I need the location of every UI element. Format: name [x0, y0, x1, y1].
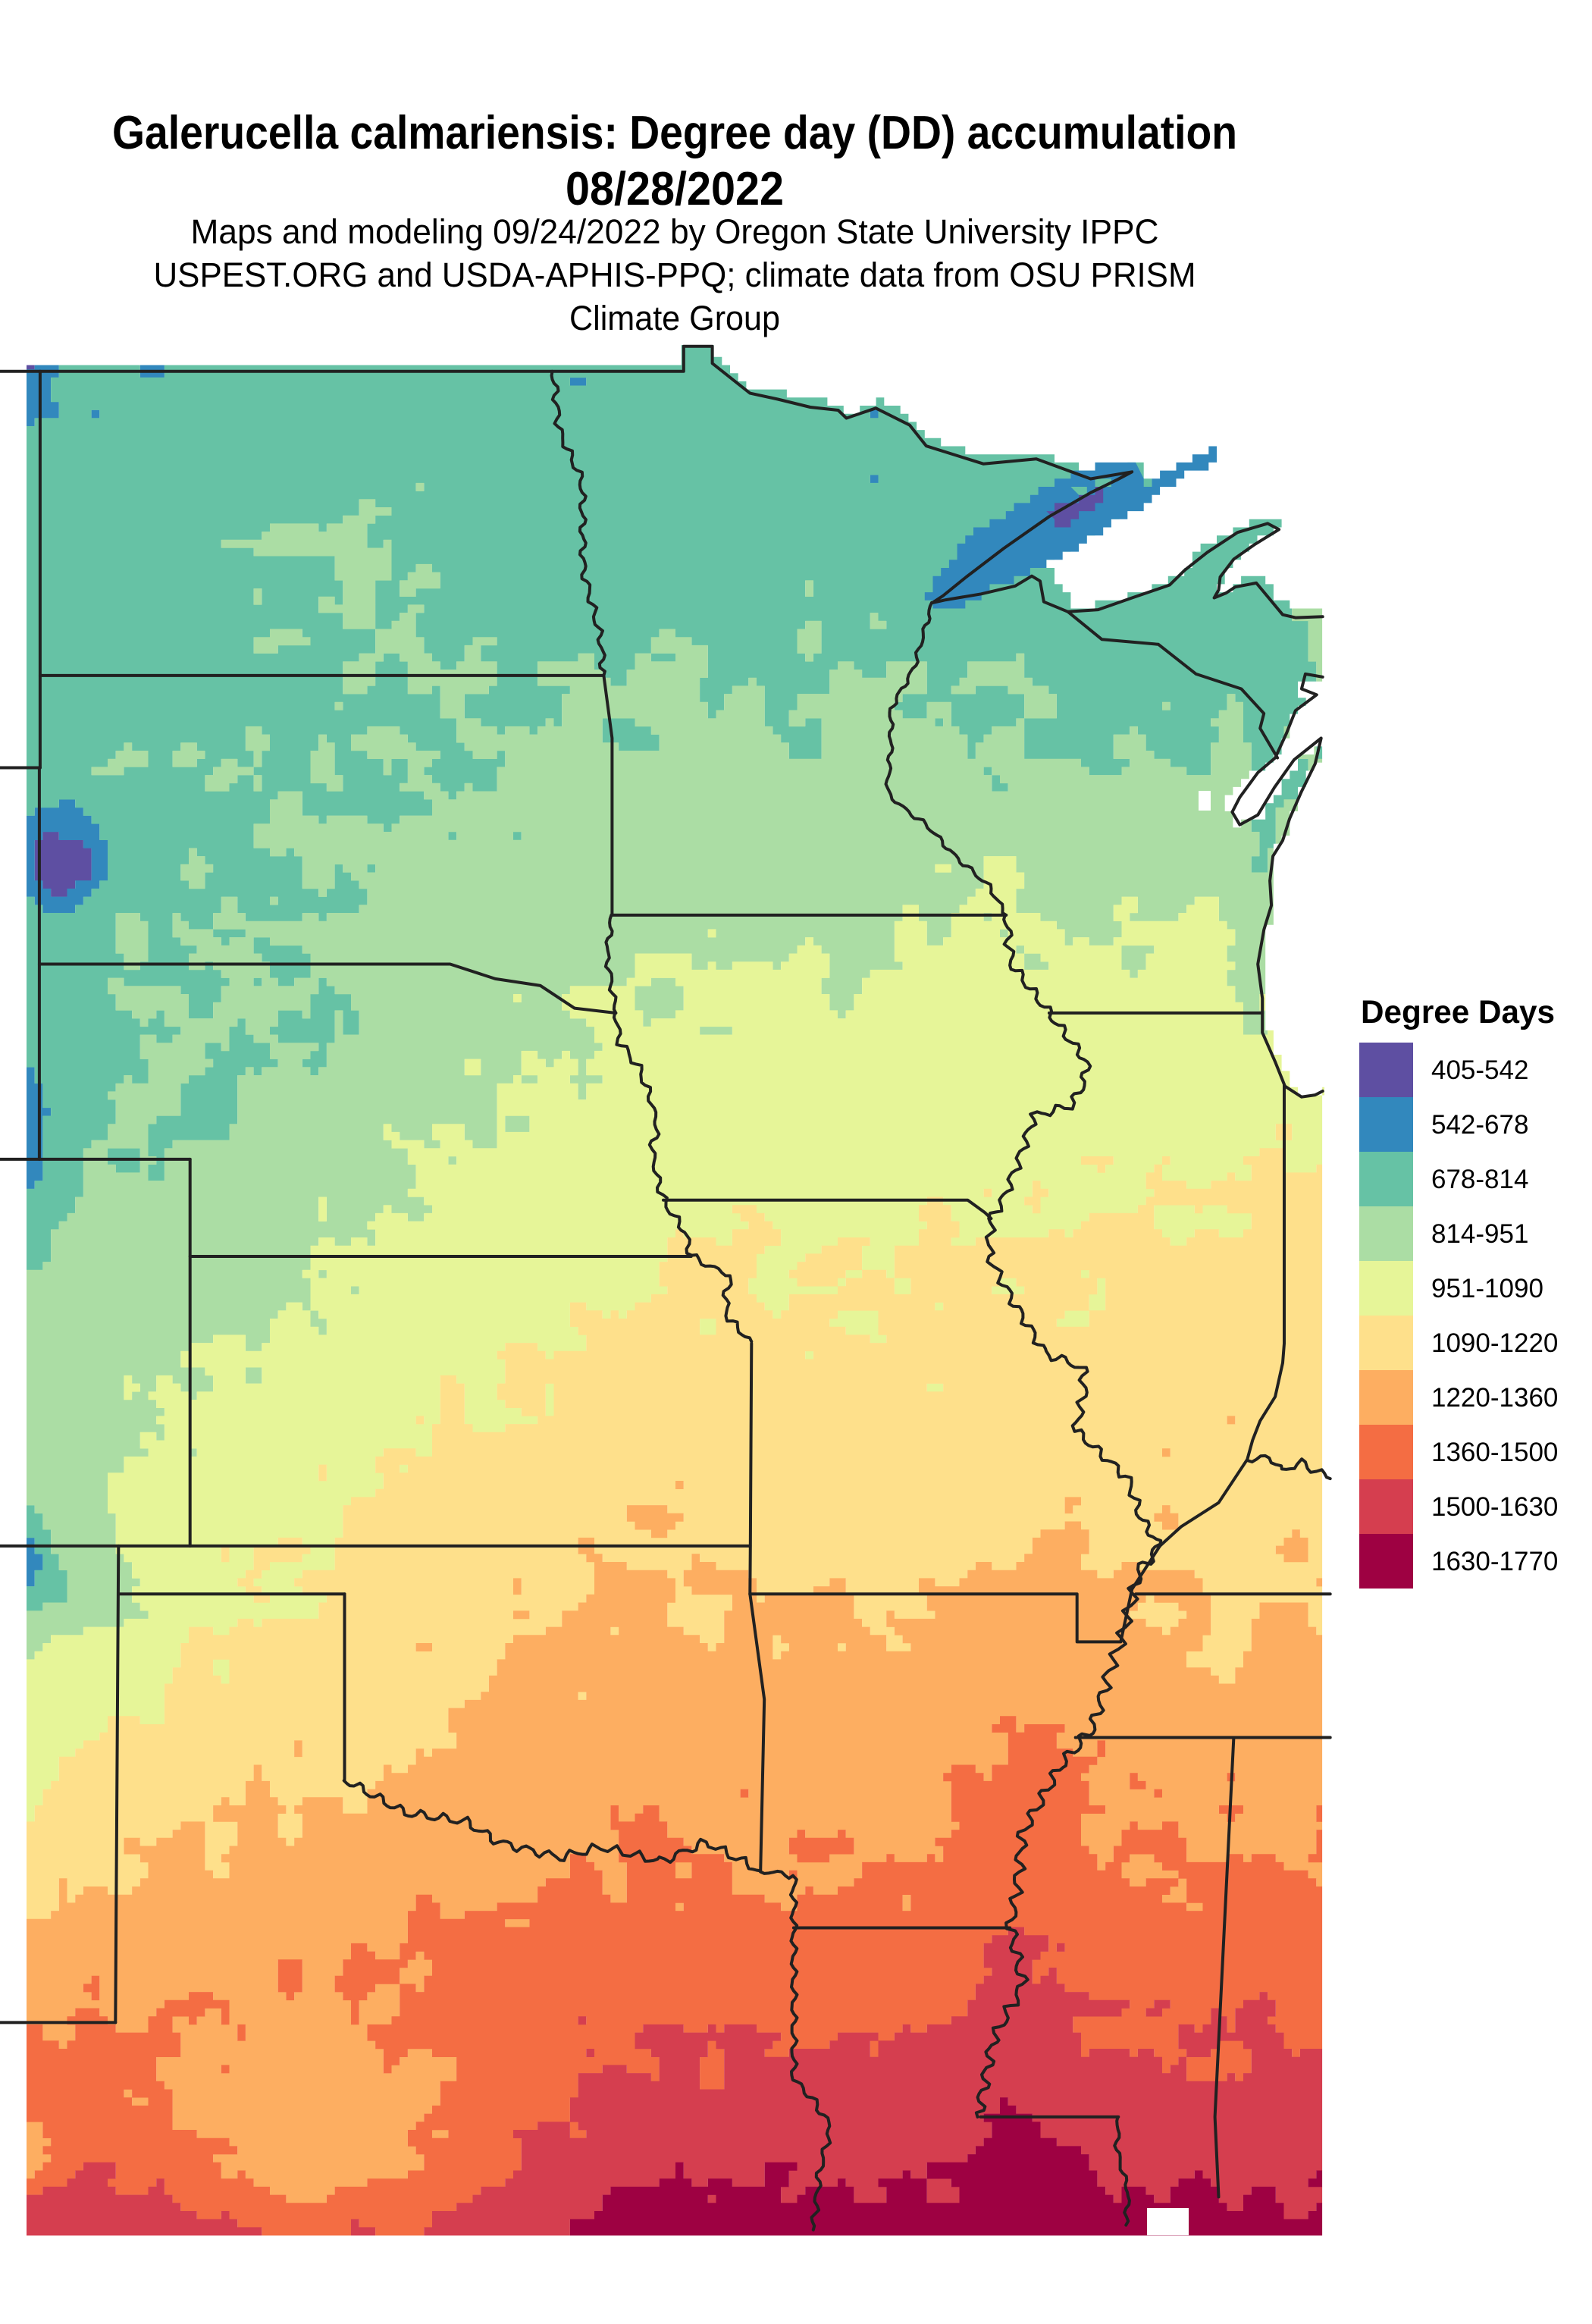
svg-text:Degree Days: Degree Days — [1361, 994, 1555, 1030]
svg-text:USPEST.ORG and USDA-APHIS-PPQ;: USPEST.ORG and USDA-APHIS-PPQ; climate d… — [154, 256, 1196, 294]
svg-text:814-951: 814-951 — [1431, 1219, 1528, 1249]
svg-text:Galerucella calmariensis: Degr: Galerucella calmariensis: Degree day (DD… — [112, 107, 1237, 159]
svg-text:Climate Group: Climate Group — [569, 299, 780, 337]
svg-text:1220-1360: 1220-1360 — [1431, 1383, 1558, 1413]
svg-text:1090-1220: 1090-1220 — [1431, 1328, 1558, 1358]
svg-text:678-814: 678-814 — [1431, 1165, 1528, 1194]
svg-text:405-542: 405-542 — [1431, 1055, 1528, 1085]
svg-text:1360-1500: 1360-1500 — [1431, 1438, 1558, 1467]
svg-text:951-1090: 951-1090 — [1431, 1274, 1543, 1303]
svg-text:1500-1630: 1500-1630 — [1431, 1492, 1558, 1522]
svg-text:1630-1770: 1630-1770 — [1431, 1547, 1558, 1576]
svg-text:542-678: 542-678 — [1431, 1110, 1528, 1140]
svg-text:Maps and modeling 09/24/2022 b: Maps and modeling 09/24/2022 by Oregon S… — [191, 212, 1159, 251]
svg-text:08/28/2022: 08/28/2022 — [566, 163, 784, 215]
